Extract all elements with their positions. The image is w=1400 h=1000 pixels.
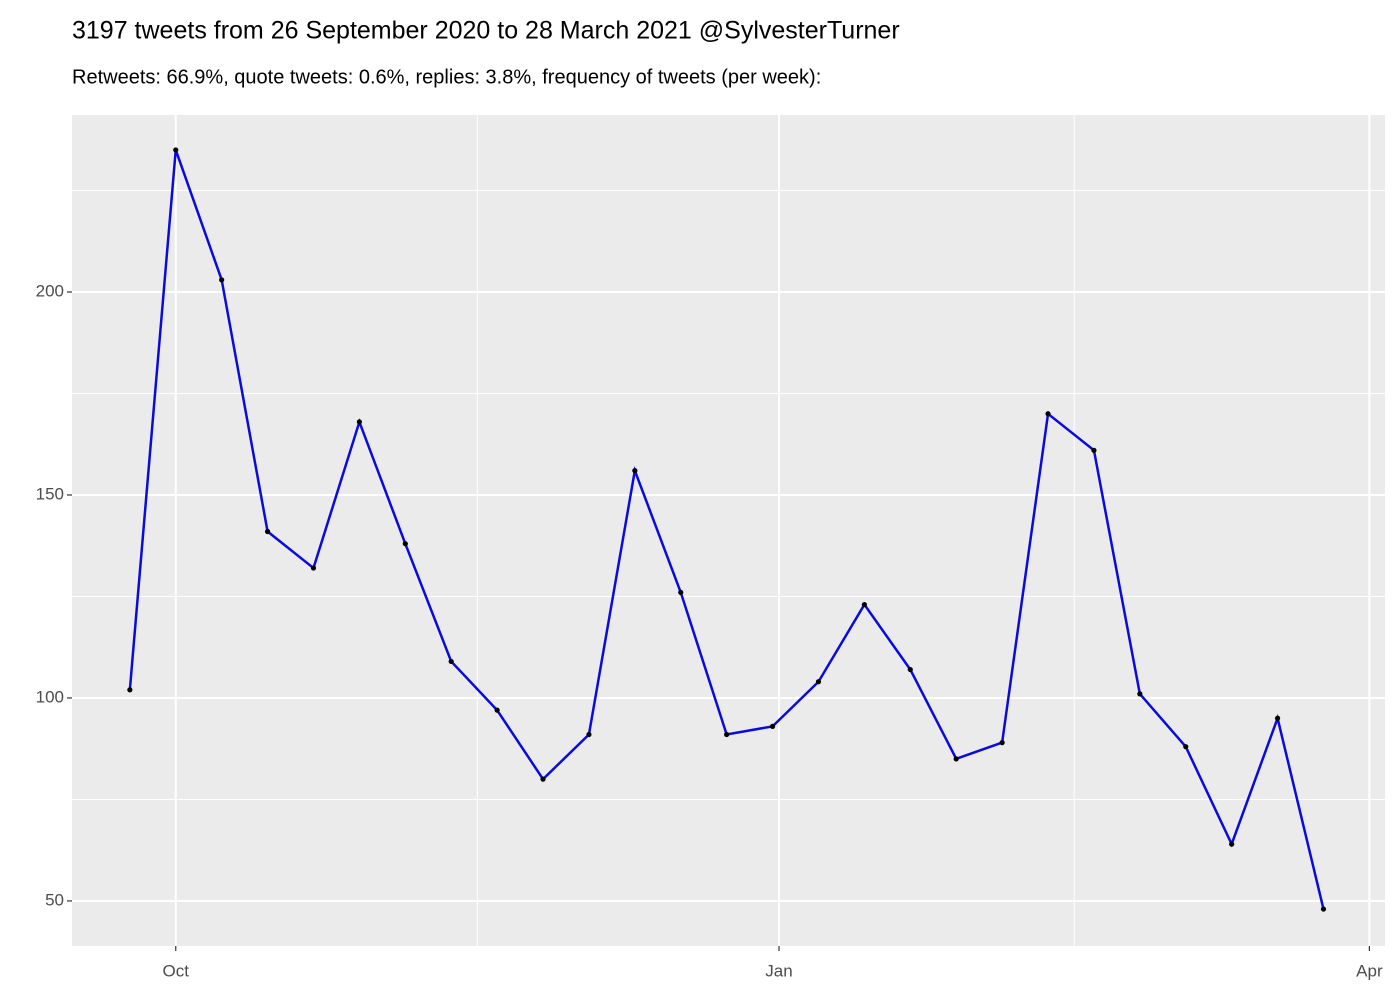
point (127, 687, 133, 693)
y-tick-label: 100 (36, 687, 64, 706)
point (769, 723, 776, 729)
point (815, 679, 822, 685)
point (586, 731, 592, 738)
point (1320, 906, 1327, 912)
plot-background (72, 115, 1385, 946)
point (1229, 841, 1235, 847)
point (724, 731, 730, 738)
point (907, 666, 913, 673)
point (356, 419, 362, 425)
point (219, 277, 225, 283)
point (953, 756, 959, 762)
chart-subtitle: Retweets: 66.9%, quote tweets: 0.6%, rep… (72, 66, 821, 88)
point (1091, 447, 1097, 453)
y-tick-label: 50 (45, 890, 64, 909)
point (494, 707, 500, 713)
point (448, 658, 454, 665)
y-tick-label: 200 (36, 281, 64, 300)
x-tick-label: Oct (163, 961, 190, 980)
y-tick-label: 150 (36, 484, 64, 503)
x-tick-label: Jan (765, 961, 792, 980)
point (1137, 691, 1143, 697)
point (540, 776, 546, 782)
chart-title: 3197 tweets from 26 September 2020 to 28… (72, 17, 900, 45)
point (1045, 411, 1051, 417)
point (264, 528, 271, 535)
point (1183, 744, 1189, 750)
point (861, 601, 867, 608)
point (678, 589, 684, 596)
x-tick-label: Apr (1356, 961, 1383, 980)
point (632, 468, 638, 474)
point (173, 147, 179, 153)
point (310, 565, 317, 571)
point (1274, 715, 1281, 721)
point (402, 541, 408, 547)
point (999, 740, 1005, 746)
